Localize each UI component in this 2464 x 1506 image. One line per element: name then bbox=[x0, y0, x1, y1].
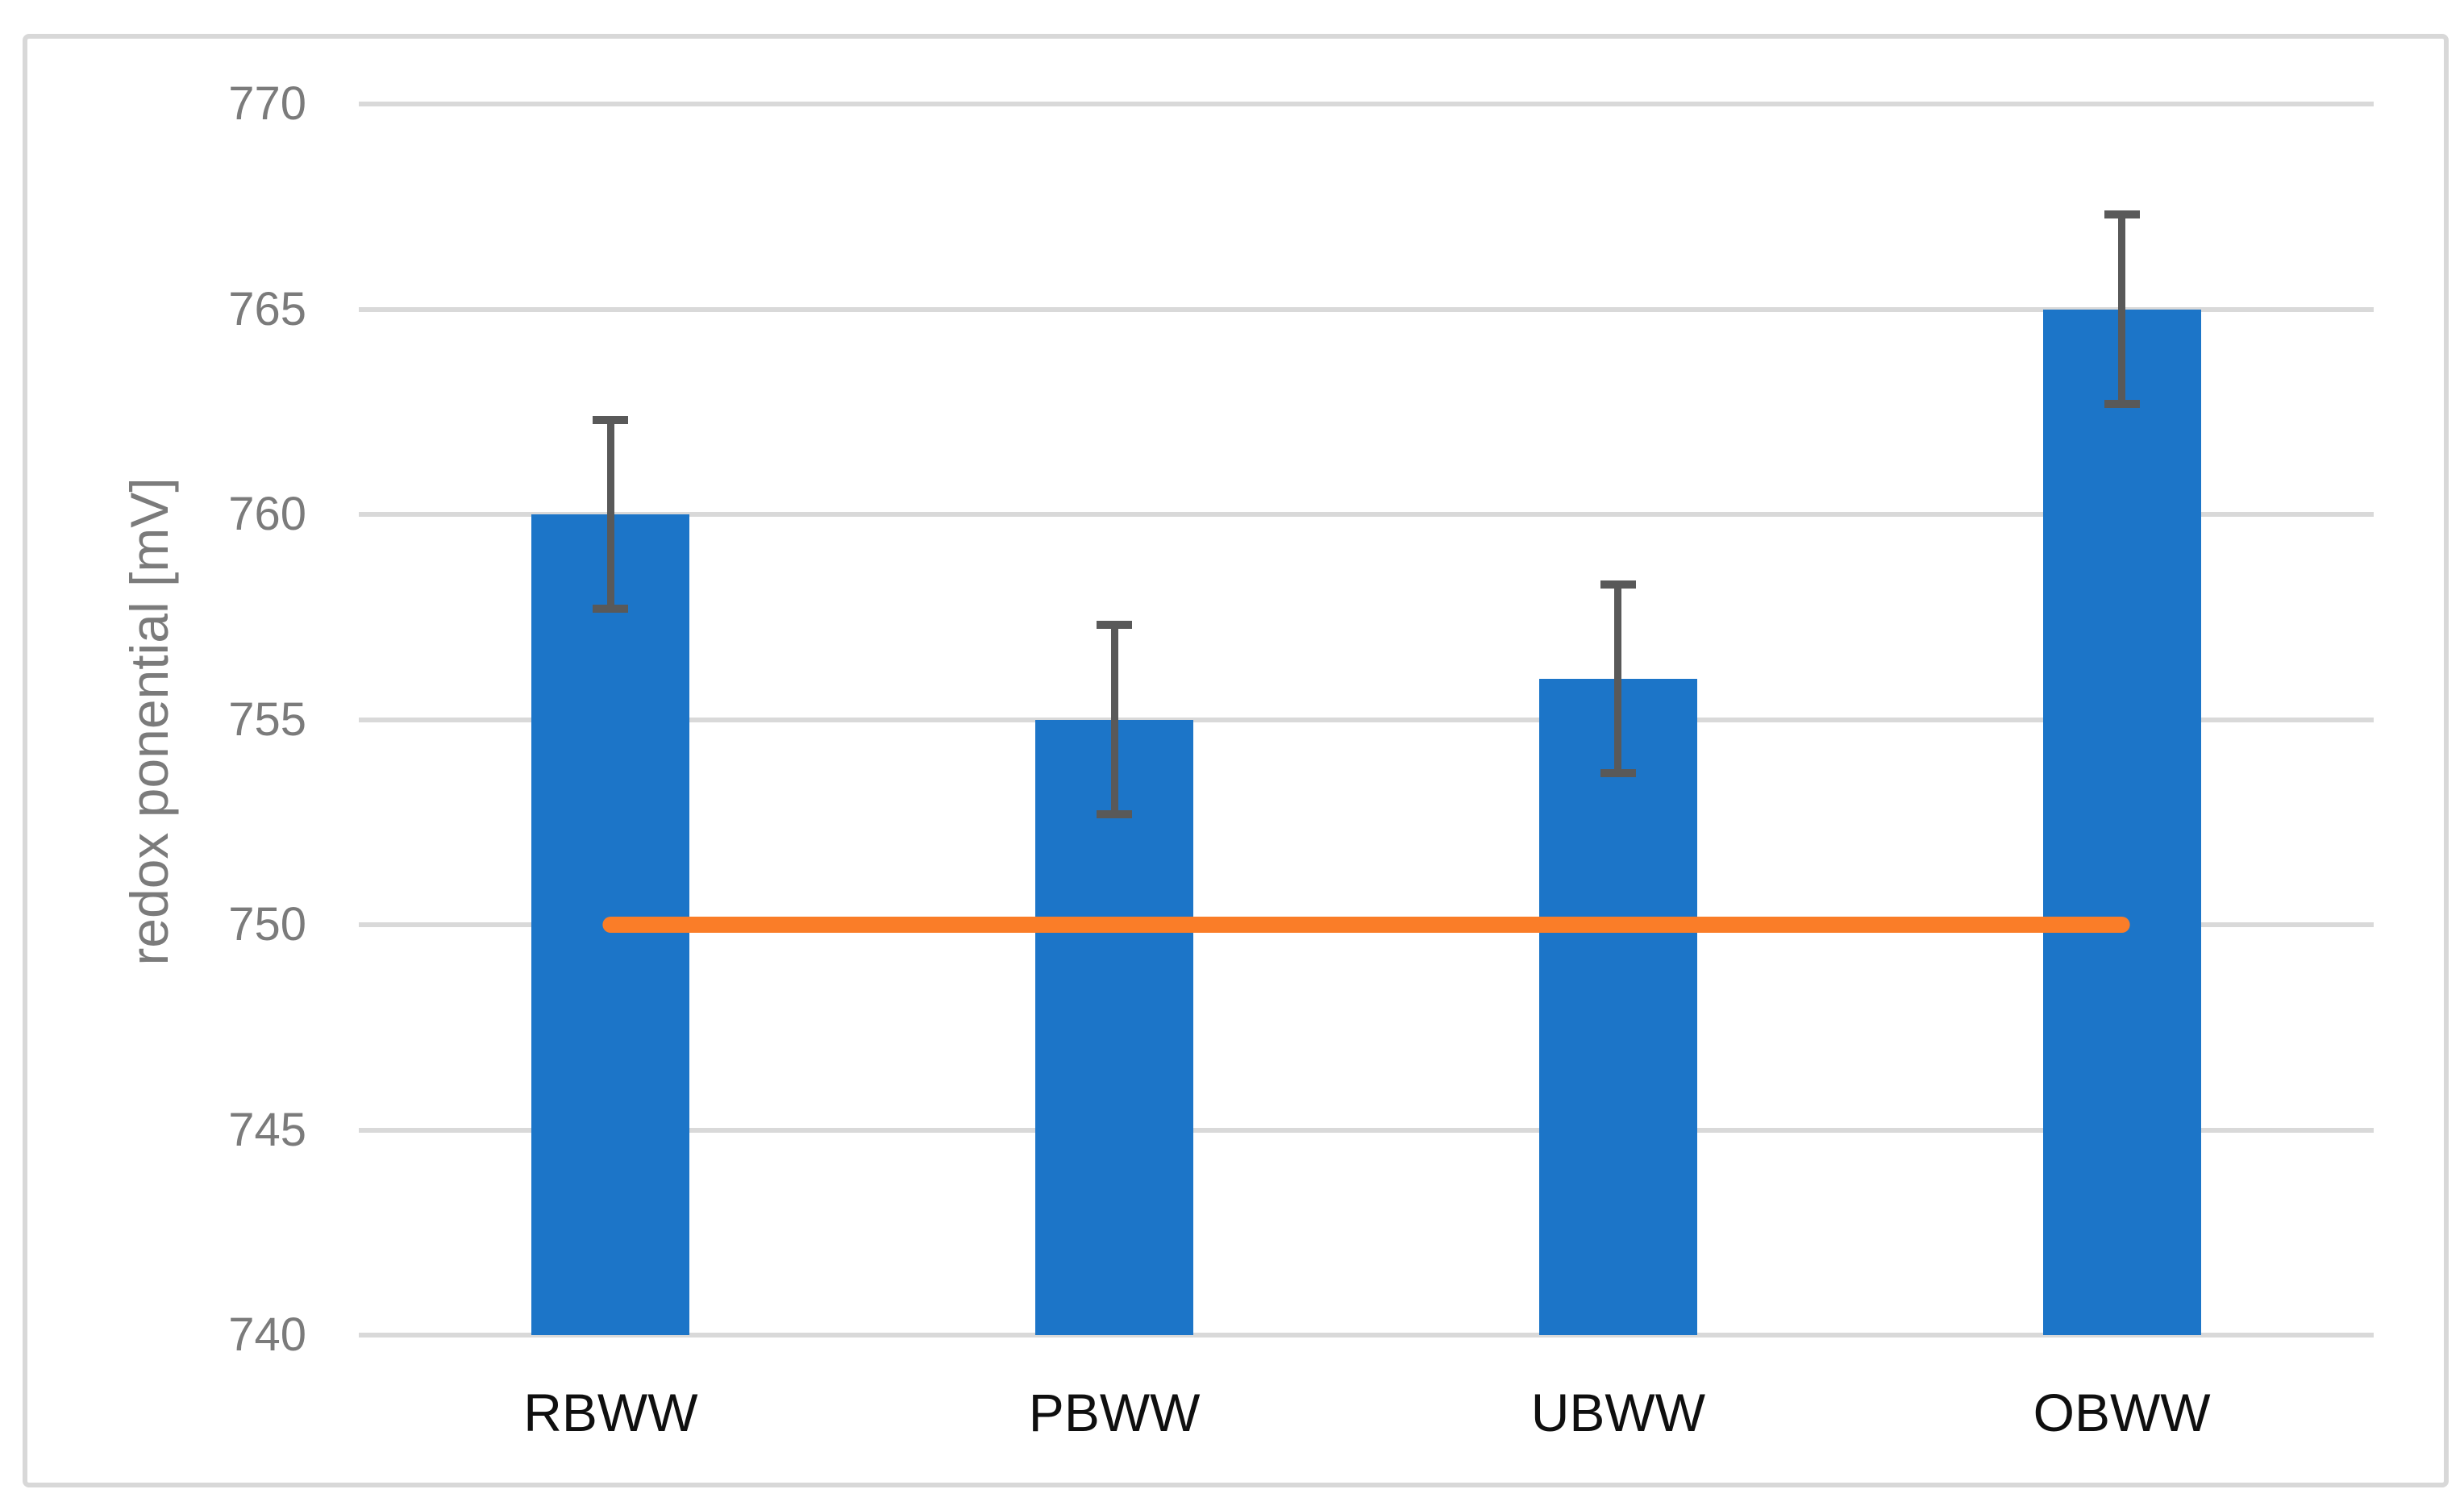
error-cap-bottom-OBWW bbox=[2104, 399, 2140, 408]
x-tick-label-OBWW: OBWW bbox=[2033, 1383, 2211, 1442]
gridline-755 bbox=[359, 717, 2374, 722]
x-tick-label-PBWW: PBWW bbox=[1028, 1383, 1201, 1442]
y-tick-label-755: 755 bbox=[228, 693, 306, 746]
error-cap-top-UBWW bbox=[1600, 580, 1636, 589]
y-tick-label-745: 745 bbox=[228, 1103, 306, 1156]
gridline-745 bbox=[359, 1127, 2374, 1133]
y-tick-label-740: 740 bbox=[228, 1308, 306, 1361]
bar-PBWW bbox=[1035, 719, 1194, 1335]
error-cap-bottom-RBWW bbox=[593, 605, 629, 614]
x-tick-label-UBWW: UBWW bbox=[1530, 1383, 1706, 1442]
error-cap-bottom-PBWW bbox=[1097, 809, 1133, 818]
y-tick-label-770: 770 bbox=[228, 77, 306, 130]
error-bar-OBWW bbox=[2118, 214, 2126, 404]
bar-UBWW bbox=[1538, 678, 1697, 1335]
reference-line-750 bbox=[602, 917, 2130, 933]
error-bar-PBWW bbox=[1110, 625, 1118, 814]
x-tick-label-RBWW: RBWW bbox=[523, 1383, 698, 1442]
y-tick-label-765: 765 bbox=[228, 282, 306, 335]
bar-OBWW bbox=[2042, 309, 2201, 1335]
y-tick-label-760: 760 bbox=[228, 488, 306, 540]
gridline-760 bbox=[359, 512, 2374, 517]
error-cap-top-RBWW bbox=[593, 415, 629, 424]
y-tick-label-750: 750 bbox=[228, 898, 306, 951]
gridline-770 bbox=[359, 102, 2374, 106]
gridline-740 bbox=[359, 1333, 2374, 1338]
error-bar-RBWW bbox=[606, 419, 614, 609]
error-cap-top-OBWW bbox=[2104, 210, 2140, 219]
error-cap-bottom-UBWW bbox=[1600, 768, 1636, 777]
error-cap-top-PBWW bbox=[1097, 621, 1133, 630]
gridline-765 bbox=[359, 306, 2374, 312]
error-bar-UBWW bbox=[1614, 584, 1622, 773]
